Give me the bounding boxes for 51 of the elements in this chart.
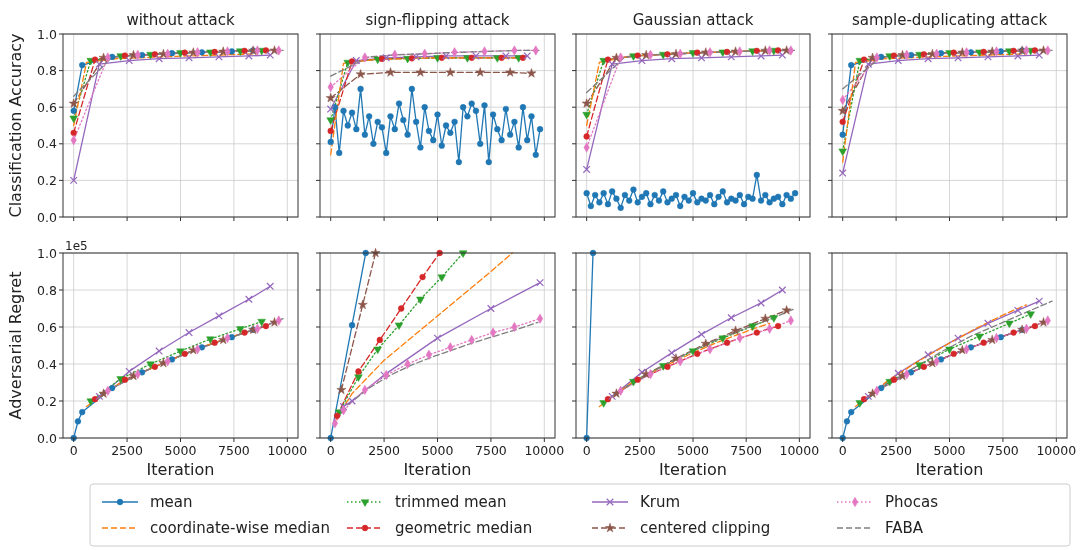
x-tick-label: 0 [69,443,78,458]
chart-title: Gaussian attack [632,11,754,29]
x-tick-label: 10000 [779,443,820,458]
y-tick-label: 0.8 [37,63,58,79]
legend-label: trimmed mean [395,493,507,511]
x-tick-label: 2500 [111,443,144,458]
y-tick-label: 0.6 [37,319,58,335]
x-tick-label: 2500 [880,443,913,458]
x-axis-title: Iteration [146,460,215,479]
y-tick-label: 0.4 [37,136,58,152]
x-tick-label: 7500 [218,443,250,458]
y-tick-label: 0.8 [37,282,58,298]
x-tick-label: 10000 [267,443,308,458]
x-tick-label: 10000 [1036,443,1077,458]
annotation: 1e5 [65,239,88,253]
legend-label: mean [150,493,193,511]
y-tick-label: 1.0 [37,26,58,42]
legend-label: coordinate-wise median [150,519,330,537]
x-tick-label: 7500 [987,443,1019,458]
x-tick-label: 7500 [475,443,507,458]
legend-label: Krum [640,493,681,511]
x-axis-title: Iteration [403,460,472,479]
y-tick-label: 0.0 [37,209,58,225]
y-tick-label: 0.4 [37,356,58,372]
x-tick-label: 0 [838,443,847,458]
y-tick-label: 0.2 [37,393,57,409]
y-tick-label: 1.0 [37,245,58,261]
y-tick-label: 0.2 [37,172,57,188]
x-axis-title: Iteration [915,460,984,479]
x-tick-label: 5000 [677,443,709,458]
chart-title: sign-flipping attack [365,11,510,29]
y-axis-title: Classification Accuracy [6,33,25,218]
legend-label: Phocas [885,493,939,511]
y-tick-label: 0.0 [37,430,58,446]
chart-title: without attack [126,11,235,29]
x-tick-label: 0 [326,443,335,458]
legend-label: centered clipping [640,519,771,537]
chart-title: sample-duplicating attack [851,11,1048,29]
x-tick-label: 5000 [164,443,197,458]
y-tick-label: 0.6 [37,99,58,115]
x-tick-label: 5000 [933,443,966,458]
x-tick-label: 2500 [368,443,401,458]
y-axis-title: Adversarial Regret [6,271,25,420]
x-tick-label: 0 [582,443,591,458]
legend-label: FABA [885,519,924,537]
x-tick-label: 7500 [730,443,763,458]
x-tick-label: 5000 [421,443,454,458]
x-tick-label: 10000 [524,443,565,458]
legend-label: geometric median [395,519,533,537]
x-tick-label: 2500 [623,443,656,458]
x-axis-title: Iteration [659,460,727,479]
